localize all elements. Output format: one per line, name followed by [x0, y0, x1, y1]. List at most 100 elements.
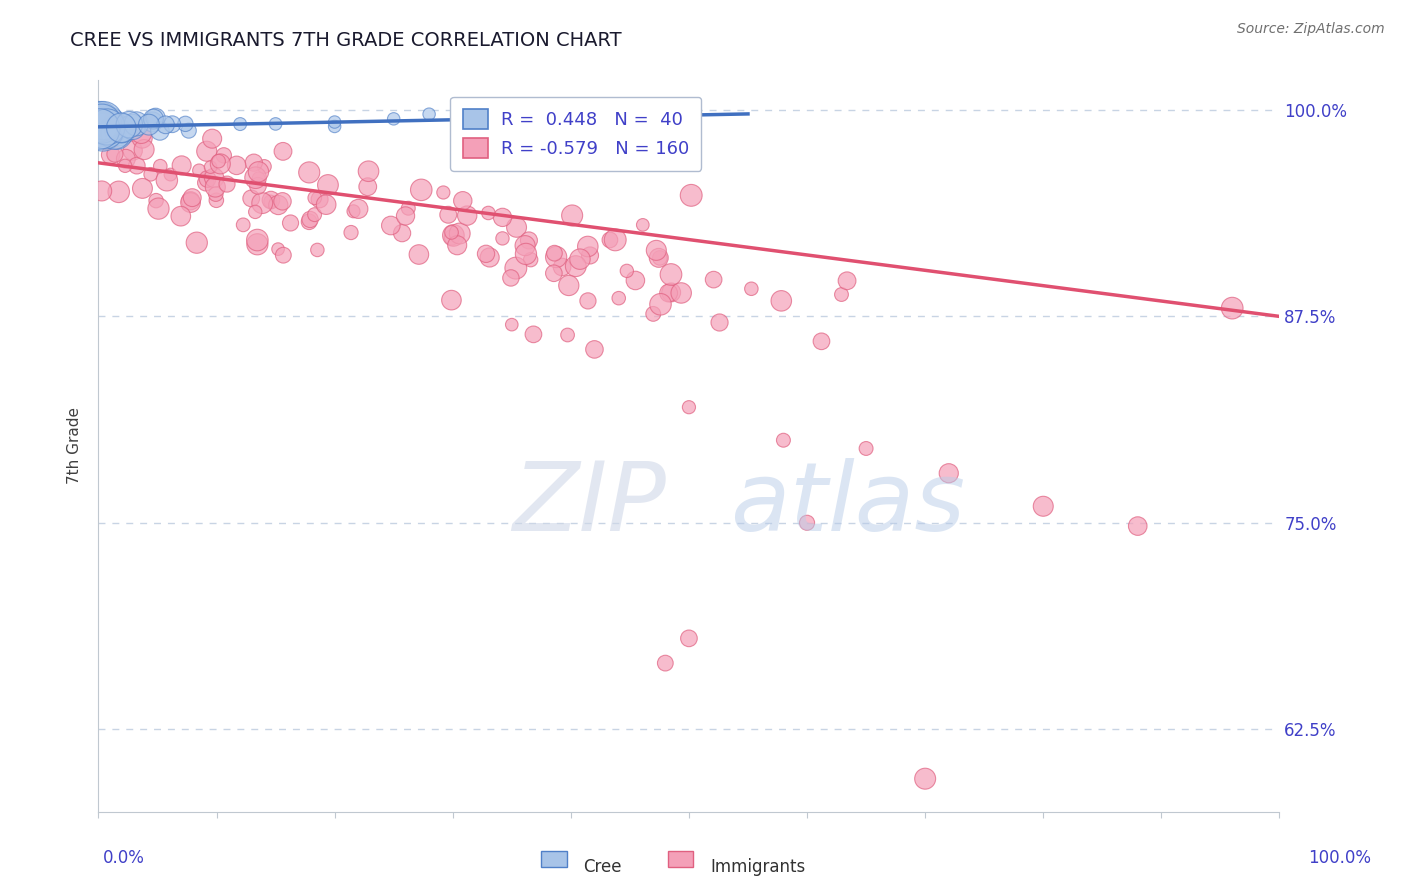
Point: [252, 196, 274, 211]
Point: [145, 194, 167, 208]
Point: [440, 230, 463, 244]
Point: [202, 170, 225, 185]
Point: [264, 117, 287, 131]
Point: [709, 316, 731, 330]
Point: [380, 219, 402, 233]
Point: [96, 120, 118, 134]
Y-axis label: 7th Grade: 7th Grade: [67, 408, 83, 484]
Point: [118, 118, 141, 132]
Point: [323, 120, 346, 134]
Point: [474, 138, 496, 153]
Point: [543, 266, 565, 280]
Point: [225, 158, 247, 172]
Point: [315, 197, 337, 211]
Point: [449, 227, 471, 241]
Point: [159, 168, 181, 182]
Point: [499, 271, 522, 285]
Point: [103, 112, 125, 127]
Point: [131, 181, 153, 195]
Point: [648, 251, 671, 265]
Point: [280, 216, 302, 230]
Point: [631, 218, 654, 232]
Point: [260, 193, 283, 207]
Point: [195, 145, 218, 159]
Point: [115, 152, 138, 166]
Point: [681, 188, 703, 202]
Point: [247, 165, 270, 179]
Point: [141, 115, 163, 129]
Point: [232, 218, 254, 232]
Point: [543, 246, 565, 260]
Point: [246, 233, 269, 247]
Point: [605, 233, 627, 247]
Point: [121, 144, 143, 158]
Point: [90, 184, 112, 198]
Text: ZIP: ZIP: [512, 458, 665, 551]
Point: [342, 204, 364, 219]
Point: [770, 293, 793, 308]
Point: [446, 238, 468, 252]
Point: [391, 226, 413, 240]
Point: [177, 123, 200, 137]
Point: [271, 194, 294, 209]
Point: [323, 115, 346, 129]
Point: [246, 178, 269, 193]
Point: [515, 247, 537, 261]
Point: [357, 179, 380, 194]
Point: [298, 215, 321, 229]
Point: [810, 334, 832, 349]
Point: [557, 328, 579, 343]
Text: 0.0%: 0.0%: [103, 849, 145, 867]
Point: [89, 122, 111, 136]
Point: [155, 118, 177, 132]
Point: [441, 228, 464, 243]
Point: [478, 251, 501, 265]
Text: 100.0%: 100.0%: [1308, 849, 1371, 867]
Point: [650, 297, 672, 311]
Point: [91, 125, 114, 139]
Point: [546, 250, 568, 264]
Point: [491, 211, 513, 225]
Point: [607, 291, 630, 305]
Point: [475, 247, 498, 261]
Point: [513, 238, 536, 252]
Point: [678, 632, 700, 646]
Point: [579, 248, 602, 262]
Point: [90, 117, 112, 131]
Point: [298, 165, 321, 179]
Point: [200, 160, 222, 174]
Point: [145, 111, 167, 125]
Point: [583, 343, 606, 357]
Text: Immigrants: Immigrants: [710, 858, 806, 876]
Point: [89, 120, 111, 134]
Point: [408, 247, 430, 261]
Point: [316, 178, 339, 192]
Point: [517, 234, 540, 248]
Point: [394, 209, 416, 223]
Point: [170, 158, 193, 172]
Point: [100, 148, 122, 162]
Point: [382, 112, 405, 126]
Point: [96, 120, 118, 135]
Point: [624, 273, 647, 287]
Point: [501, 318, 523, 332]
Point: [648, 251, 671, 265]
Point: [396, 201, 419, 215]
Point: [595, 111, 617, 125]
Point: [568, 252, 591, 267]
Point: [558, 278, 581, 293]
Point: [938, 467, 960, 481]
Point: [453, 112, 475, 127]
Point: [240, 191, 263, 205]
Point: [658, 285, 681, 300]
Point: [659, 268, 682, 282]
Point: [654, 656, 676, 670]
Point: [432, 186, 454, 200]
Point: [304, 191, 326, 205]
Point: [299, 212, 322, 227]
Point: [243, 155, 266, 169]
Point: [1220, 301, 1243, 315]
Point: [835, 274, 858, 288]
Point: [108, 124, 131, 138]
Point: [440, 226, 463, 240]
